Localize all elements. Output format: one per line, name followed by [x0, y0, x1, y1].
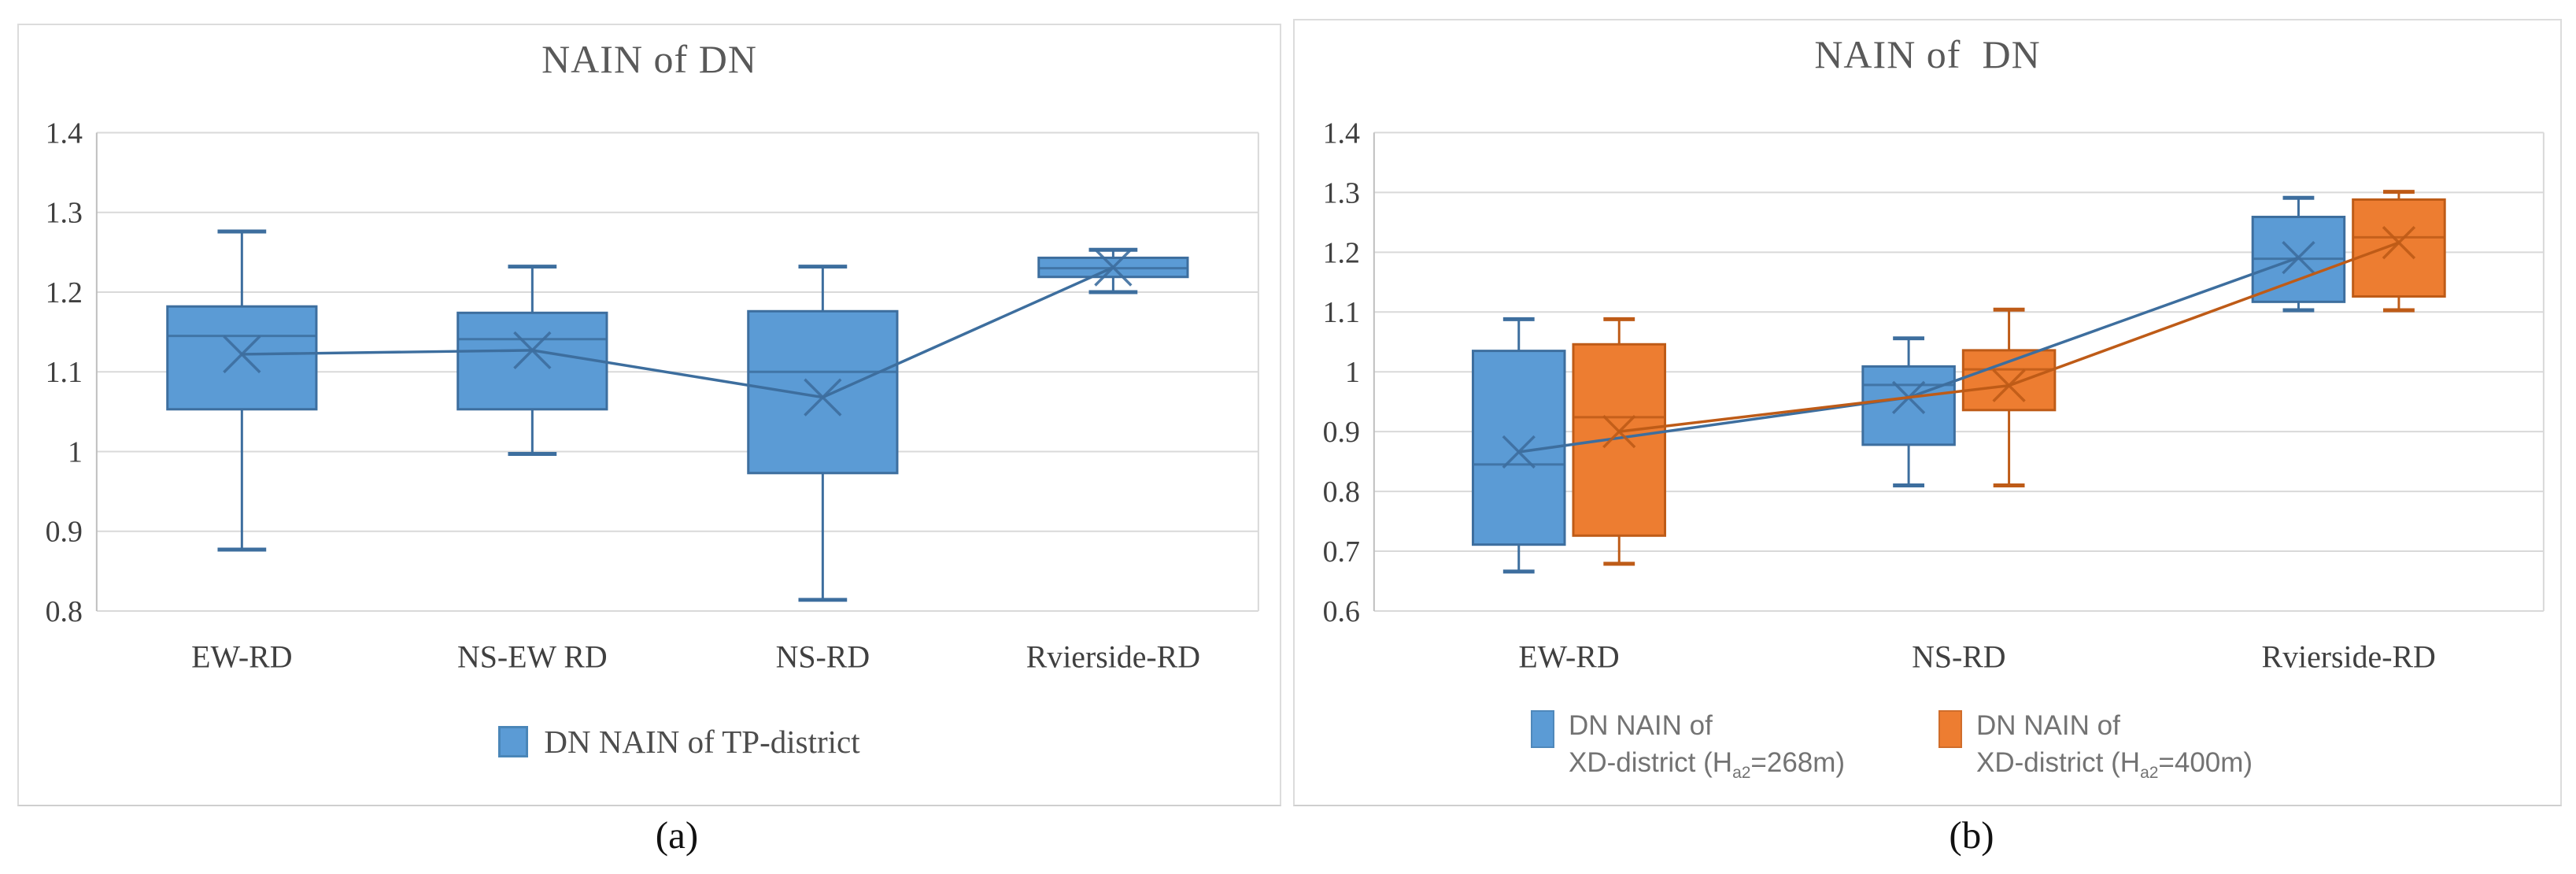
y-tick-label: 0.6: [1323, 595, 1360, 628]
x-category-label: EW-RD: [1518, 639, 1619, 675]
y-tick-label: 0.7: [1323, 535, 1360, 568]
mean-marker: [804, 378, 842, 417]
legend-line2-sub: a2: [2140, 764, 2159, 782]
y-tick-label: 0.9: [46, 516, 83, 549]
chart-a-title: NAIN of DN: [541, 37, 757, 81]
x-category-label: NS-RD: [1912, 639, 2006, 675]
mean-marker: [1602, 415, 1636, 449]
x-category-label: EW-RD: [191, 640, 292, 675]
y-tick-label: 1.4: [1323, 117, 1360, 150]
box: [166, 305, 318, 411]
y-tick-label: 1.1: [1323, 296, 1360, 329]
x-category-label: Rvierside-RD: [2262, 639, 2436, 675]
y-tick-label: 1.2: [46, 276, 83, 309]
mean-line: [242, 265, 1114, 399]
legend-line1: DN NAIN of: [1569, 710, 1713, 741]
chart-b-legend-item-blue: DN NAIN of XD-district (Ha2=268m): [1531, 707, 1845, 791]
chart-a-legend: DN NAIN of TP-district: [96, 723, 1262, 761]
x-category-label: NS-RD: [776, 640, 870, 675]
mean-marker: [1094, 248, 1133, 287]
y-tick-label: 0.8: [46, 595, 83, 628]
chart-b-title: NAIN of DN: [1814, 32, 2041, 76]
y-tick-label: 1: [1345, 356, 1360, 389]
legend-line2-sub: a2: [1732, 764, 1751, 782]
y-tick-label: 1.1: [46, 356, 83, 389]
box: [1572, 343, 1666, 537]
legend-line2-pre: XD-district (H: [1569, 747, 1733, 778]
legend-line2-post: =400m): [2158, 747, 2253, 778]
y-tick-label: 1.2: [1323, 236, 1360, 269]
x-category-label: Rvierside-RD: [1026, 640, 1200, 675]
chart-panel-a: NAIN of DN 1.4 1.3 1.2 1.1 1 0.9 0.8 EW-RD NS-EW…: [17, 24, 1281, 806]
chart-a-legend-label: DN NAIN of TP-district: [544, 724, 860, 760]
box-plot-b: 1.4 1.3 1.2 1.1 1 0.9 0.8 0.7 0.6 EW-RD NS-RD Rvier…: [1323, 117, 2545, 675]
box: [456, 311, 608, 411]
legend-swatch-blue-icon: [1531, 710, 1554, 748]
legend-swatch-orange-icon: [1938, 710, 1962, 748]
mean-marker: [2382, 226, 2416, 260]
mean-marker: [1502, 435, 1536, 469]
mean-marker: [1992, 368, 2026, 402]
mean-marker: [223, 335, 261, 374]
x-category-label: NS-EW RD: [457, 640, 608, 675]
chart-b-legend-label-orange: DN NAIN of XD-district (Ha2=400m): [1976, 707, 2253, 791]
legend-line2-pre: XD-district (H: [1976, 747, 2141, 778]
chart-b-legend-item-orange: DN NAIN of XD-district (Ha2=400m): [1938, 707, 2253, 791]
box: [1861, 365, 1956, 446]
box: [2352, 198, 2446, 298]
y-tick-label: 0.8: [1323, 476, 1360, 509]
y-tick-label: 1.3: [46, 197, 83, 230]
mean-marker: [2282, 241, 2315, 275]
subfigure-caption-a: (a): [655, 813, 699, 857]
box: [747, 309, 899, 475]
y-tick-label: 0.9: [1323, 416, 1360, 449]
legend-line1: DN NAIN of: [1976, 710, 2120, 741]
legend-swatch-blue-icon: [498, 726, 529, 757]
chart-b-legend-label-blue: DN NAIN of XD-district (Ha2=268m): [1569, 707, 1845, 791]
subfigure-caption-b: (b): [1949, 813, 1994, 857]
legend-line2-post: =268m): [1750, 747, 1846, 778]
y-tick-label: 1.4: [46, 117, 83, 150]
box-plot-a: 1.4 1.3 1.2 1.1 1 0.9 0.8 EW-RD NS-EW RD NS-RD Rvi…: [46, 117, 1259, 675]
chart-panel-b: NAIN of DN 1.4 1.3 1.2 1.1 1 0.9 0.8 0.7 0.6 EW-R…: [1293, 19, 2562, 806]
y-tick-label: 1: [68, 435, 83, 468]
y-tick-label: 1.3: [1323, 176, 1360, 209]
mean-marker: [513, 331, 552, 370]
box: [1961, 349, 2057, 412]
